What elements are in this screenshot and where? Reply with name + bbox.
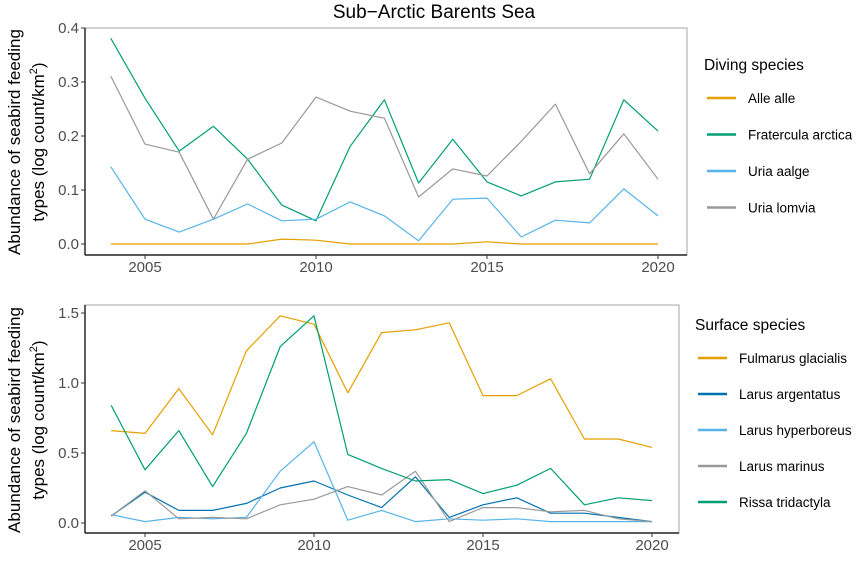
legend: Surface species Fulmarus glacialis Larus a… xyxy=(695,317,852,510)
x-tick-label: 2020 xyxy=(641,259,674,276)
legend-label: Larus hyperboreus xyxy=(739,423,852,438)
y-tick-label: 0.1 xyxy=(58,182,79,199)
y-tick-label: 0.0 xyxy=(58,515,79,532)
y-tick-label: 1.0 xyxy=(58,375,79,392)
series-line-uria-aalge xyxy=(110,166,659,242)
x-tick-label: 2015 xyxy=(466,537,499,554)
series-line-uria-lomvia xyxy=(110,75,659,220)
legend-label: Fratercula arctica xyxy=(748,128,853,143)
x-tick-label: 2005 xyxy=(128,259,161,276)
legend: Diving species Alle alle Fratercula arctic… xyxy=(704,57,853,216)
legend-label: Larus marinus xyxy=(739,459,825,474)
y-tick-label: 0.0 xyxy=(58,236,79,253)
legend-label: Fulmarus glacialis xyxy=(739,351,847,366)
legend-title: Diving species xyxy=(704,57,804,74)
x-tick-label: 2010 xyxy=(297,537,330,554)
y-axis-label-line2: types (log count/km2) xyxy=(28,340,48,499)
y-tick-label: 0.2 xyxy=(58,128,79,145)
diving-species-panel: 0.0 0.1 0.2 0.3 0.4 2005 2010 2015 2020 Abundance… xyxy=(5,20,853,276)
series-line-larus-marinus xyxy=(110,470,653,523)
series-line-larus-argentatus xyxy=(110,476,653,523)
legend-label: Larus argentatus xyxy=(739,387,841,402)
surface-species-panel: 0.0 0.5 1.0 1.5 2005 2010 2015 2020 Abundance of… xyxy=(5,304,852,554)
legend-label: Alle alle xyxy=(748,91,795,106)
legend-label: Uria lomvia xyxy=(748,201,816,216)
series-line-fratercula-arctica xyxy=(110,38,659,222)
legend-label: Rissa tridactyla xyxy=(739,495,831,510)
legend-label: Uria aalge xyxy=(748,164,810,179)
y-tick-label: 1.5 xyxy=(58,305,79,322)
series-line-fulmarus-glacialis xyxy=(111,315,653,448)
series-line-alle-alle xyxy=(110,238,658,245)
x-tick-label: 2015 xyxy=(470,259,503,276)
x-tick-label: 2010 xyxy=(299,259,332,276)
plot-panel xyxy=(84,304,680,534)
legend-title: Surface species xyxy=(695,317,806,334)
y-axis-label-line2: types (log count/km2) xyxy=(28,62,48,221)
series-line-rissa-tridactyla xyxy=(110,315,653,506)
y-axis-label-line1: Abundance of seabird feeding xyxy=(5,307,24,533)
y-tick-label: 0.4 xyxy=(58,20,79,37)
y-tick-label: 0.5 xyxy=(58,445,79,462)
chart-title: Sub−Arctic Barents Sea xyxy=(333,2,536,23)
y-axis-label-line1: Abundance of seabird feeding xyxy=(5,29,24,255)
plot-panel xyxy=(84,27,688,256)
y-tick-label: 0.3 xyxy=(58,74,79,91)
x-tick-label: 2020 xyxy=(635,537,668,554)
x-tick-label: 2005 xyxy=(128,537,161,554)
